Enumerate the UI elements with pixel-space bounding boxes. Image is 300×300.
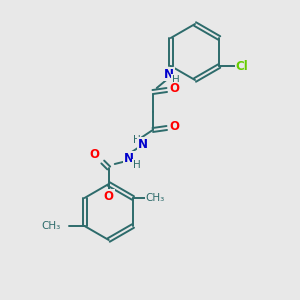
Text: H: H (133, 160, 141, 170)
Text: CH₃: CH₃ (146, 193, 165, 203)
Text: N: N (124, 152, 134, 164)
Text: O: O (104, 190, 114, 202)
Text: O: O (170, 121, 180, 134)
Text: Cl: Cl (236, 59, 249, 73)
Text: N: N (164, 68, 174, 80)
Text: H: H (133, 135, 141, 145)
Text: CH₃: CH₃ (41, 221, 61, 231)
Text: N: N (138, 137, 148, 151)
Text: O: O (170, 82, 180, 95)
Text: O: O (90, 148, 100, 160)
Text: H: H (172, 75, 180, 85)
